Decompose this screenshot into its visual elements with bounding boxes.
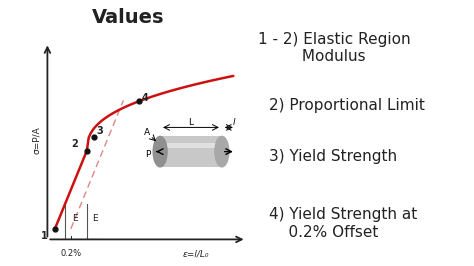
Text: 1 - 2) Elastic Region
         Modulus: 1 - 2) Elastic Region Modulus xyxy=(258,32,410,64)
Text: 1: 1 xyxy=(41,231,48,241)
Ellipse shape xyxy=(153,136,167,167)
Text: P: P xyxy=(145,150,151,159)
Text: σ=P/A: σ=P/A xyxy=(32,126,41,154)
Text: E: E xyxy=(72,214,77,223)
Text: ε=l/L₀: ε=l/L₀ xyxy=(182,249,209,258)
Text: Values: Values xyxy=(92,8,164,27)
Text: l: l xyxy=(233,118,235,127)
Text: 2) Proportional Limit: 2) Proportional Limit xyxy=(269,98,425,113)
FancyBboxPatch shape xyxy=(160,136,222,167)
Text: 4) Yield Strength at
    0.2% Offset: 4) Yield Strength at 0.2% Offset xyxy=(269,207,417,240)
Text: 4: 4 xyxy=(142,93,148,102)
Text: 3) Yield Strength: 3) Yield Strength xyxy=(269,149,397,164)
Text: 3: 3 xyxy=(97,126,103,136)
Text: 2: 2 xyxy=(71,139,78,149)
Text: A: A xyxy=(144,128,150,137)
Text: L: L xyxy=(189,118,193,127)
FancyBboxPatch shape xyxy=(160,143,222,148)
Ellipse shape xyxy=(215,136,229,167)
Text: 0.2%: 0.2% xyxy=(60,249,82,258)
Text: E: E xyxy=(92,214,98,223)
